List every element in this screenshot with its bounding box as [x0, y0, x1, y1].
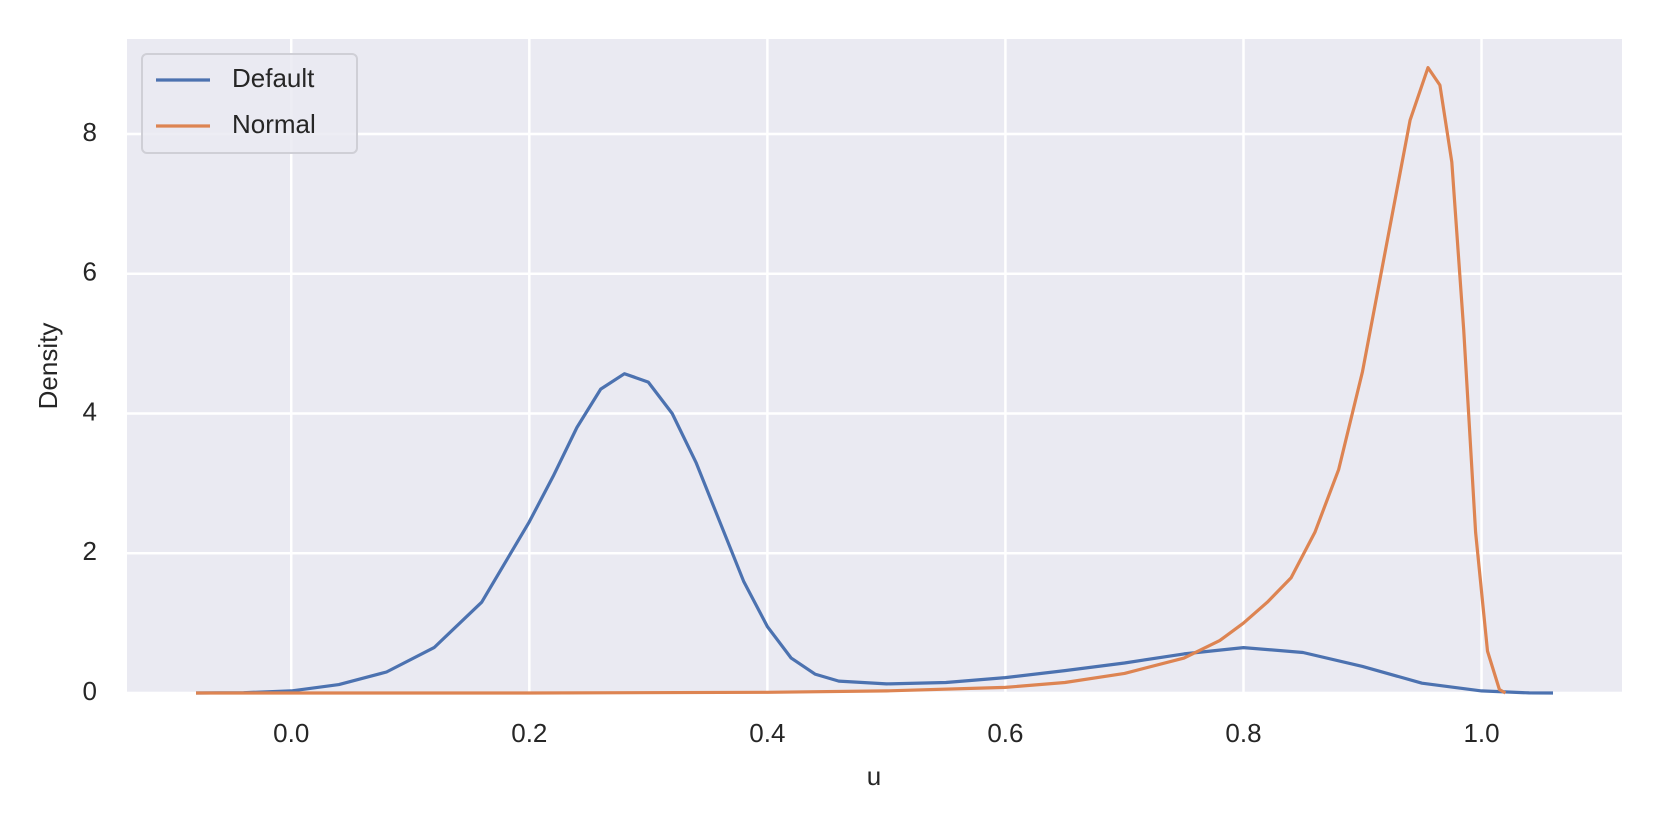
y-tick-label: 6 [83, 257, 97, 287]
y-tick-label: 8 [83, 117, 97, 147]
line [196, 66, 1507, 695]
x-axis-label: u [867, 761, 881, 791]
x-tick-label: 0.4 [749, 718, 785, 748]
x-tick-label: 0.0 [273, 718, 309, 748]
x-tick-label: 1.0 [1463, 718, 1499, 748]
y-tick-label: 0 [83, 676, 97, 706]
x-tick-label: 0.6 [987, 718, 1023, 748]
legend-label: Default [232, 63, 315, 93]
x-tick-label: 0.8 [1225, 718, 1261, 748]
plot-area [127, 39, 1622, 693]
y-axis-label: Density [33, 323, 63, 410]
y-tick-label: 4 [83, 396, 97, 426]
line [195, 372, 1554, 695]
legend-label: Normal [232, 109, 316, 139]
x-tick-label: 0.2 [511, 718, 547, 748]
y-tick-label: 2 [83, 536, 97, 566]
